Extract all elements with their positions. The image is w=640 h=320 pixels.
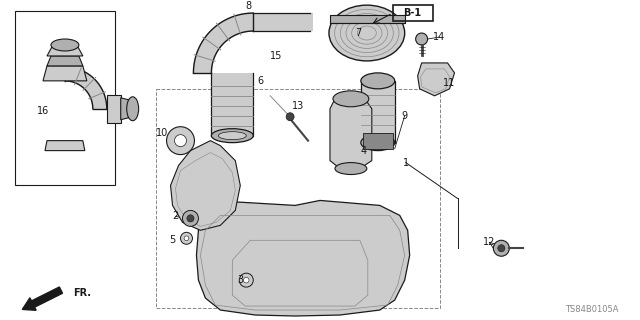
Circle shape bbox=[243, 277, 249, 283]
Text: 6: 6 bbox=[257, 76, 263, 86]
Ellipse shape bbox=[329, 5, 404, 61]
Text: 2: 2 bbox=[172, 212, 179, 221]
Circle shape bbox=[180, 232, 193, 244]
Circle shape bbox=[493, 240, 509, 256]
Polygon shape bbox=[330, 99, 372, 169]
Polygon shape bbox=[193, 13, 253, 73]
Ellipse shape bbox=[333, 91, 369, 107]
Text: TS84B0105A: TS84B0105A bbox=[565, 305, 619, 314]
Circle shape bbox=[187, 215, 194, 222]
Text: 16: 16 bbox=[37, 106, 49, 116]
Bar bbox=[156, 89, 440, 308]
Polygon shape bbox=[211, 73, 253, 133]
Circle shape bbox=[239, 273, 253, 287]
Polygon shape bbox=[107, 95, 121, 123]
Ellipse shape bbox=[218, 132, 246, 140]
FancyArrow shape bbox=[22, 287, 63, 310]
Circle shape bbox=[184, 236, 189, 241]
Ellipse shape bbox=[51, 39, 79, 51]
Bar bbox=[15, 11, 115, 186]
Text: 11: 11 bbox=[444, 78, 456, 88]
Ellipse shape bbox=[361, 135, 395, 151]
Polygon shape bbox=[43, 66, 87, 81]
Ellipse shape bbox=[361, 73, 395, 89]
Polygon shape bbox=[47, 56, 83, 66]
Text: 14: 14 bbox=[433, 32, 445, 42]
Polygon shape bbox=[47, 45, 83, 56]
Text: 5: 5 bbox=[170, 235, 175, 245]
Text: 7: 7 bbox=[355, 28, 361, 38]
Ellipse shape bbox=[335, 163, 367, 174]
Ellipse shape bbox=[127, 97, 139, 121]
Text: 13: 13 bbox=[292, 101, 304, 111]
Polygon shape bbox=[65, 67, 107, 109]
Text: 9: 9 bbox=[402, 111, 408, 121]
Text: 10: 10 bbox=[156, 128, 169, 138]
Polygon shape bbox=[121, 98, 132, 120]
Polygon shape bbox=[45, 141, 85, 151]
Text: FR.: FR. bbox=[73, 288, 91, 298]
Polygon shape bbox=[418, 63, 454, 96]
Text: 8: 8 bbox=[245, 1, 252, 11]
Text: 12: 12 bbox=[483, 237, 495, 247]
Circle shape bbox=[498, 245, 505, 252]
Text: 15: 15 bbox=[270, 51, 282, 61]
Polygon shape bbox=[170, 141, 240, 230]
Polygon shape bbox=[196, 200, 410, 316]
Circle shape bbox=[182, 210, 198, 226]
Bar bbox=[393, 5, 433, 21]
Circle shape bbox=[166, 127, 195, 155]
Circle shape bbox=[175, 135, 186, 147]
Circle shape bbox=[286, 113, 294, 121]
Polygon shape bbox=[361, 81, 395, 143]
Polygon shape bbox=[253, 13, 313, 31]
Circle shape bbox=[415, 33, 428, 45]
Polygon shape bbox=[330, 15, 404, 23]
Text: 3: 3 bbox=[237, 275, 243, 285]
Ellipse shape bbox=[211, 129, 253, 143]
Polygon shape bbox=[363, 133, 393, 148]
Text: 1: 1 bbox=[403, 157, 409, 168]
Text: 4: 4 bbox=[361, 146, 367, 156]
Text: B-1: B-1 bbox=[404, 8, 422, 18]
